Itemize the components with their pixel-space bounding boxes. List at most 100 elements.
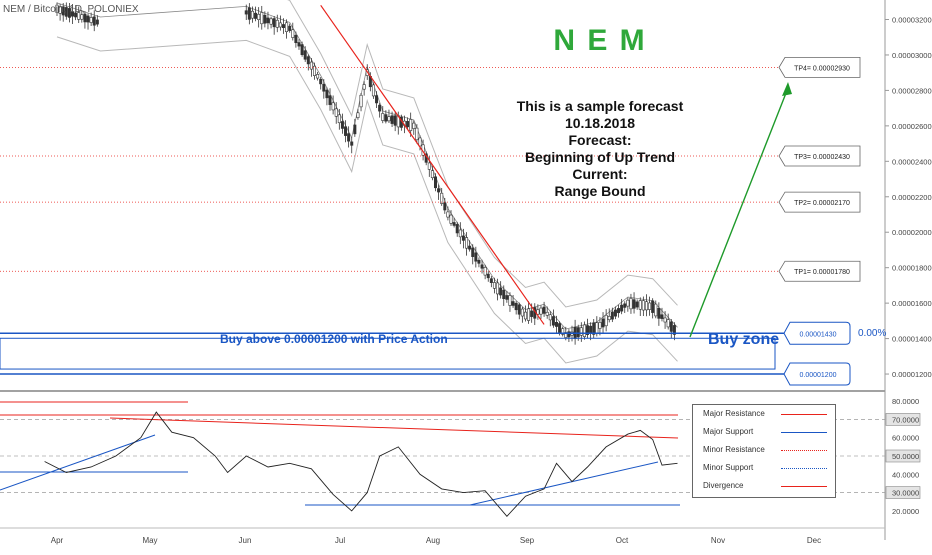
buy-zone-box	[0, 337, 776, 370]
candle-body	[415, 127, 419, 141]
candle-body	[551, 316, 555, 326]
candle-body	[452, 222, 456, 226]
candle-body	[617, 308, 621, 314]
candle-body	[437, 188, 441, 193]
candle-body	[539, 307, 543, 315]
candle-body	[666, 319, 670, 328]
price-tick-label: 0.00001600	[892, 299, 932, 308]
symbol-header: NEM / Bitcoin, 1D, POLONIEX	[3, 4, 139, 15]
candle-body	[576, 327, 580, 338]
price-tick-label: 0.00002600	[892, 122, 932, 131]
zone-callout-label: 0.00001430	[800, 331, 837, 338]
candle-body	[247, 7, 251, 20]
candle-body	[455, 224, 459, 234]
candle-body	[266, 17, 270, 24]
candle-body	[660, 314, 664, 319]
candle-body	[409, 119, 413, 131]
candle-body	[595, 322, 599, 334]
candle-body	[390, 115, 394, 124]
price-tick-label: 0.00002400	[892, 157, 932, 166]
candle-body	[446, 211, 450, 218]
candle-body	[77, 12, 81, 20]
zone-callout	[783, 362, 851, 386]
forecast-line-4: Beginning of Up Trend	[524, 149, 676, 165]
candle-body	[629, 297, 633, 310]
time-tick-label: Apr	[51, 536, 64, 545]
ref-level-badge	[885, 413, 921, 426]
candle-body	[626, 299, 630, 307]
candle-body	[592, 322, 596, 335]
indicator-tick-label: 70.0000	[892, 415, 919, 424]
candle-body	[303, 50, 307, 60]
candle-body	[294, 34, 298, 44]
candle-body	[300, 44, 304, 55]
target-callout	[778, 56, 861, 78]
candle-body	[641, 300, 645, 311]
legend-swatch	[781, 414, 827, 415]
price-tick-label: 0.00001200	[892, 370, 932, 379]
candle-body	[350, 141, 354, 146]
price-tick-label: 0.00003200	[892, 16, 932, 25]
candle-body	[393, 115, 397, 126]
legend-item: Major Resistance	[703, 409, 831, 423]
candle-body	[511, 301, 515, 306]
legend-swatch	[781, 486, 827, 487]
price-tick-label: 0.00001400	[892, 335, 932, 344]
candle-body	[278, 22, 282, 28]
candle-body	[663, 317, 667, 323]
candle-body	[651, 300, 655, 313]
candle-body	[672, 325, 676, 335]
legend-box: Major Resistance Major Support Minor Res…	[692, 404, 836, 498]
candle-body	[309, 61, 313, 70]
candle-body	[427, 162, 431, 170]
candle-body	[669, 321, 673, 332]
candle-body	[502, 289, 506, 300]
forecast-line-5: Current:	[572, 166, 628, 182]
candle-body	[328, 95, 332, 105]
indicator-tick-label: 20.0000	[892, 507, 919, 516]
zone-callout-label: 0.00001200	[800, 372, 837, 379]
support-trend-line	[469, 461, 659, 506]
candle-body	[61, 6, 65, 16]
legend-swatch	[781, 432, 827, 433]
candle-body	[344, 126, 348, 136]
candle-body	[319, 78, 323, 85]
candle-body	[477, 259, 481, 264]
candle-body	[440, 192, 444, 204]
candle-body	[635, 301, 639, 308]
indicator-tick-label: 30.0000	[892, 489, 919, 498]
price-tick-label: 0.00003000	[892, 51, 932, 60]
ref-level-badge	[885, 486, 921, 499]
candle-body	[55, 4, 59, 13]
legend-label: Major Support	[703, 427, 754, 436]
forecast-line-6: Range Bound	[554, 183, 646, 199]
legend-swatch	[781, 468, 827, 469]
time-tick-label: Dec	[807, 536, 821, 545]
time-tick-label: Jul	[335, 536, 345, 545]
candle-body	[483, 267, 487, 276]
legend-label: Minor Resistance	[703, 445, 765, 454]
candle-body	[257, 13, 261, 20]
candle-body	[520, 308, 524, 317]
candle-body	[496, 282, 500, 295]
moving-average	[56, 2, 678, 330]
candle-body	[71, 11, 75, 17]
price-tick-label: 0.00002000	[892, 228, 932, 237]
candle-body	[86, 15, 90, 23]
target-callout	[778, 260, 861, 282]
legend-label: Divergence	[703, 481, 744, 490]
candle-body	[465, 237, 469, 249]
candle-body	[64, 7, 68, 17]
candle-body	[505, 295, 509, 300]
candle-body	[325, 89, 329, 99]
candle-body	[586, 325, 590, 335]
candle-body	[95, 19, 99, 25]
candle-body	[340, 121, 344, 129]
candle-body	[486, 273, 490, 279]
candle-body	[269, 18, 273, 25]
candle-body	[458, 229, 462, 238]
brand-title: N E M	[553, 24, 647, 57]
legend-label: Major Resistance	[703, 409, 765, 418]
